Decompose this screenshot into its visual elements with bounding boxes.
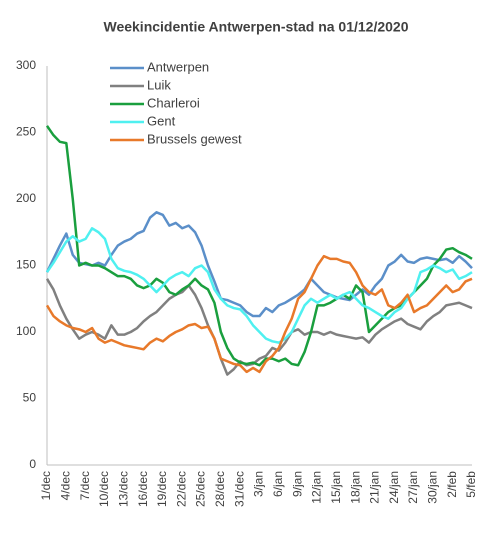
y-tick-label: 250 <box>16 125 36 139</box>
y-tick-label: 100 <box>16 324 36 338</box>
legend-label: Antwerpen <box>147 59 209 74</box>
legend-label: Luik <box>147 77 171 92</box>
x-tick-label: 21/jan <box>368 471 382 504</box>
x-tick-label: 18/jan <box>348 471 362 504</box>
line-series <box>45 254 473 374</box>
x-tick-label: 10/dec <box>97 471 111 507</box>
line-series <box>45 211 473 318</box>
x-tick-label: 4/dec <box>58 471 72 500</box>
line-series <box>45 227 473 344</box>
y-tick-label: 150 <box>16 258 36 272</box>
y-tick-label: 200 <box>16 191 36 205</box>
x-tick-label: 27/jan <box>406 471 420 504</box>
y-tick-label: 50 <box>23 391 37 405</box>
x-tick-label: 15/jan <box>329 471 343 504</box>
x-tick-label: 9/jan <box>290 471 304 497</box>
x-tick-label: 1/dec <box>39 471 53 500</box>
x-tick-label: 5/feb <box>464 471 478 498</box>
line-series <box>45 125 473 367</box>
x-tick-label: 16/dec <box>136 471 150 507</box>
x-tick-label: 22/dec <box>174 471 188 507</box>
legend-label: Gent <box>147 113 176 128</box>
x-tick-label: 19/dec <box>155 471 169 507</box>
legend-label: Charleroi <box>147 95 200 110</box>
x-tick-label: 6/jan <box>271 471 285 497</box>
x-tick-label: 25/dec <box>194 471 208 507</box>
x-tick-label: 24/jan <box>387 471 401 504</box>
x-tick-label: 2/feb <box>445 471 459 498</box>
chart-title: Weekincidentie Antwerpen-stad na 01/12/2… <box>103 19 408 35</box>
x-tick-label: 31/dec <box>232 471 246 507</box>
x-tick-label: 7/dec <box>78 471 92 500</box>
x-tick-label: 28/dec <box>213 471 227 507</box>
line-series <box>45 278 473 376</box>
x-tick-label: 30/jan <box>426 471 440 504</box>
x-tick-label: 12/jan <box>310 471 324 504</box>
y-tick-label: 300 <box>16 58 36 72</box>
legend-label: Brussels gewest <box>147 131 242 146</box>
x-tick-label: 3/jan <box>252 471 266 497</box>
y-tick-label: 0 <box>29 457 36 471</box>
x-tick-label: 13/dec <box>116 471 130 507</box>
